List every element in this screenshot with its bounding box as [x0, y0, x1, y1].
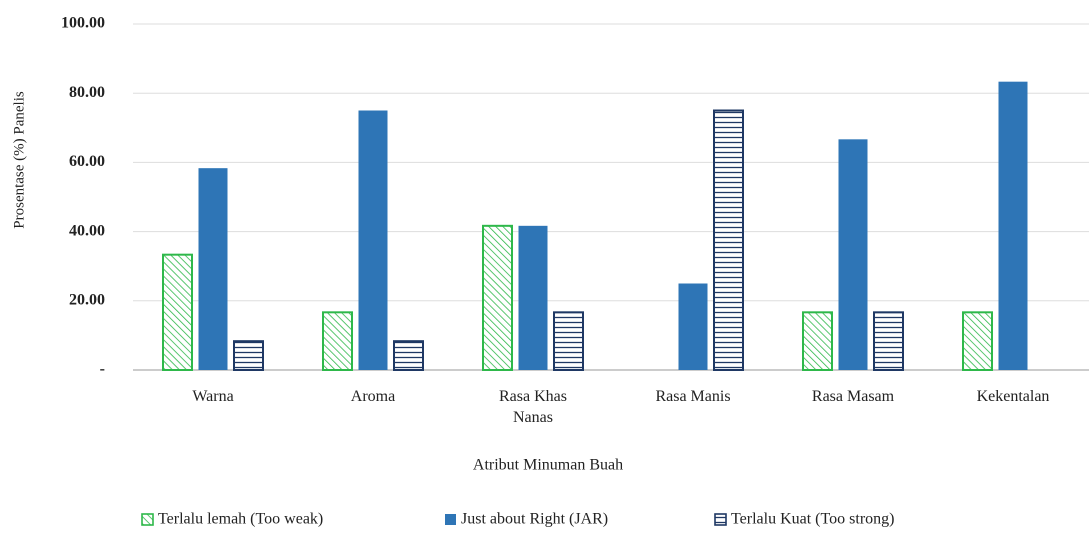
bar — [358, 110, 388, 370]
bar — [198, 168, 228, 370]
bar — [553, 311, 584, 372]
legend-marker — [141, 513, 154, 526]
bar — [393, 340, 424, 371]
y-tick-label: 20.00 — [69, 291, 105, 308]
bar — [482, 224, 513, 371]
bar — [802, 311, 833, 372]
legend-label: Terlalu Kuat (Too strong) — [731, 511, 895, 528]
bar — [518, 225, 548, 370]
legend-label: Just about Right (JAR) — [461, 511, 608, 528]
x-tick-label: Kekentalan — [976, 388, 1050, 405]
y-tick-label: 40.00 — [69, 222, 105, 239]
bar — [998, 81, 1028, 371]
y-tick-label: 60.00 — [69, 153, 105, 170]
x-tick-label: Rasa Khas Nanas — [499, 388, 567, 426]
y-tick-label: 100.00 — [61, 15, 105, 32]
x-tick-label: Rasa Manis — [655, 388, 731, 405]
bar — [713, 109, 744, 371]
y-tick-label: 80.00 — [69, 84, 105, 101]
legend-label: Terlalu lemah (Too weak) — [158, 511, 323, 528]
bar — [838, 139, 868, 370]
bar — [162, 253, 193, 372]
bar — [678, 283, 708, 370]
bar — [873, 311, 904, 372]
y-axis-label: Prosentase (%) Panelis — [11, 91, 27, 229]
x-tick-label: Rasa Masam — [811, 388, 895, 405]
bar — [322, 311, 353, 372]
x-axis-label: Atribut Minuman Buah — [473, 457, 623, 474]
legend-marker — [445, 514, 456, 525]
legend-marker — [714, 513, 727, 526]
x-tick-label: Warna — [192, 388, 234, 405]
y-tick-label: - — [100, 361, 105, 378]
bar — [962, 311, 993, 372]
bar — [233, 340, 264, 371]
x-tick-label: Aroma — [350, 388, 396, 405]
